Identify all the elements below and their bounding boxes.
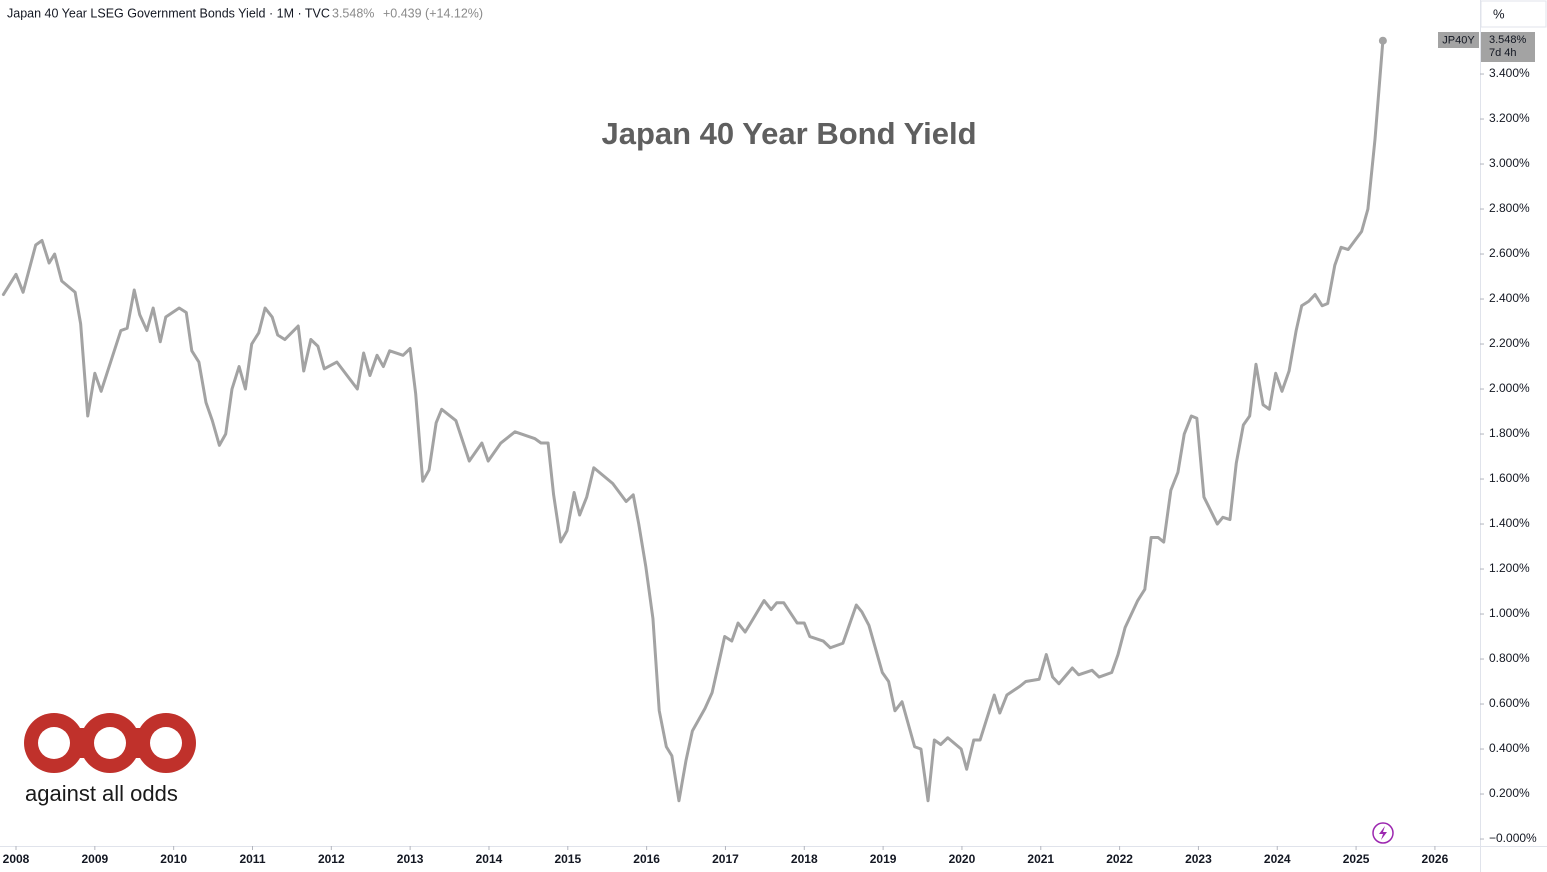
y-tick-label: 1.400% [1489,516,1530,530]
x-tick-label: 2017 [712,852,739,866]
x-tick-label: 2019 [870,852,897,866]
price-badge-value: 3.548% [1489,34,1527,46]
y-tick-label: −0.000% [1489,831,1537,845]
series-line [1,39,1385,803]
price-badge-countdown: 7d 4h [1489,47,1517,59]
y-tick-label: 2.000% [1489,381,1530,395]
x-tick-label: 2026 [1422,852,1449,866]
flash-icon-bolt[interactable] [1379,826,1387,840]
y-tick-label: 2.600% [1489,246,1530,260]
x-tick-label: 2023 [1185,852,1212,866]
series-badge [1438,32,1479,48]
x-tick-label: 2024 [1264,852,1291,866]
x-tick-label: 2015 [554,852,581,866]
y-tick-label: 2.400% [1489,291,1530,305]
x-tick-label: 2010 [160,852,187,866]
y-tick-label: 3.000% [1489,156,1530,170]
y-tick-label: 2.200% [1489,336,1530,350]
header-change: +0.439 (+14.12%) [383,6,483,20]
x-tick-label: 2016 [633,852,660,866]
y-tick-label: 1.800% [1489,426,1530,440]
x-tick-label: 2013 [397,852,424,866]
y-tick-label: 1.600% [1489,471,1530,485]
x-tick-label: 2020 [949,852,976,866]
flash-icon-ring[interactable] [1372,822,1394,844]
series-name: JP40Y [1442,34,1475,46]
symbol-title: Japan 40 Year LSEG Government Bonds Yiel… [7,6,330,20]
y-tick-label: 0.400% [1489,741,1530,755]
logo-text: against all odds [25,781,178,806]
y-tick-label: 1.000% [1489,606,1530,620]
x-tick-label: 2014 [476,852,503,866]
x-tick-label: 2011 [239,852,265,866]
y-tick-label: 0.200% [1489,786,1530,800]
unit-box[interactable] [1480,0,1547,28]
y-tick-label: 1.200% [1489,561,1530,575]
x-tick-label: 2021 [1027,852,1054,866]
chart-title: Japan 40 Year Bond Yield [601,116,976,151]
x-tick-label: 2012 [318,852,345,866]
logo-hole [94,727,126,759]
y-tick-label: 3.200% [1489,111,1530,125]
flash-icon[interactable] [1372,822,1394,844]
logo-hole [38,727,70,759]
y-tick-label: 0.800% [1489,651,1530,665]
x-tick-label: 2018 [791,852,818,866]
header-price: 3.548% [332,6,374,20]
y-tick-label: 3.400% [1489,66,1530,80]
x-tick-label: 2022 [1106,852,1133,866]
y-tick-label: 2.800% [1489,201,1530,215]
x-tick-label: 2008 [3,852,30,866]
unit-label[interactable]: % [1493,6,1505,21]
last-point [1378,36,1387,45]
logo: against all odds [24,713,196,806]
y-tick-label: 0.600% [1489,696,1530,710]
x-tick-label: 2009 [81,852,108,866]
x-tick-label: 2025 [1343,852,1370,866]
price-badge [1481,32,1535,62]
logo-hole [150,727,182,759]
